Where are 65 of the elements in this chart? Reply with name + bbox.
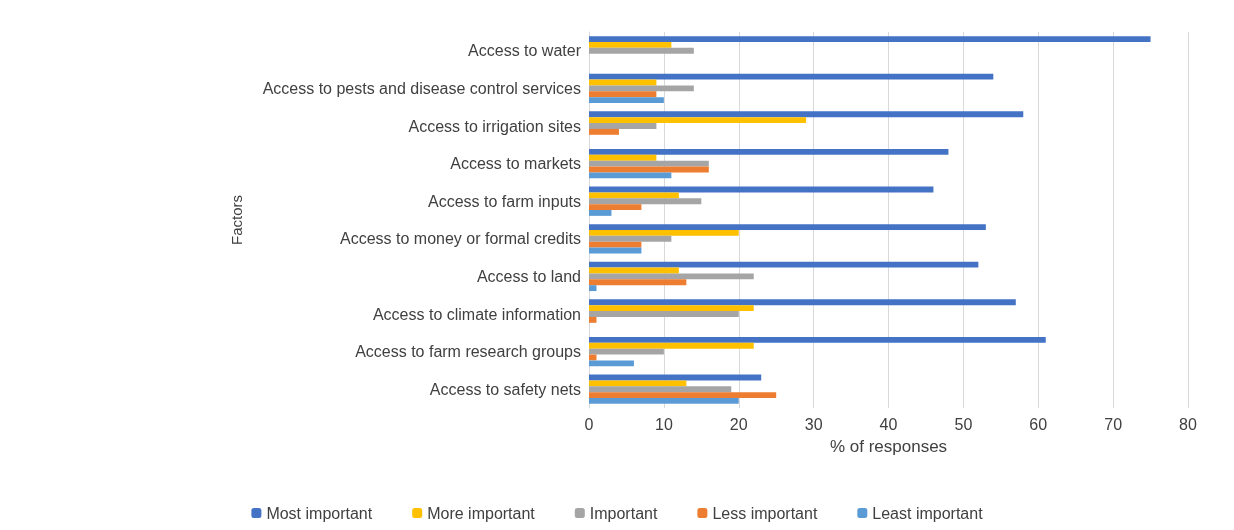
y-tick-label: Access to farm research groups [355,343,581,361]
x-tick-label: 60 [1029,415,1048,433]
x-tick-label: 40 [879,415,898,433]
bar [589,204,642,210]
x-tick-label: 20 [729,415,748,433]
y-tick-label: Access to safety nets [429,380,581,398]
x-tick-label: 80 [1179,415,1197,433]
y-tick-label: Access to pests and disease control services [262,79,581,97]
bar [589,348,664,355]
bar [589,299,1016,306]
bar [589,380,687,387]
x-tick-label: 0 [584,415,594,433]
bar [589,47,694,54]
bar [589,154,657,161]
x-tick-label: 10 [654,415,673,433]
bar [589,123,657,129]
y-tick-label: Access to farm inputs [428,192,581,210]
bar [589,342,754,349]
bar [589,279,687,286]
legend-label: Less important [712,504,818,522]
bar [589,111,1024,118]
legend-label: More important [427,504,536,522]
bar [589,36,1151,42]
x-tick-label: 30 [804,415,823,433]
y-tick-label: Access to markets [450,155,581,173]
bar [589,148,949,155]
y-tick-label: Access to money or formal credits [340,230,581,248]
bar [589,230,739,236]
bar [589,73,994,80]
y-tick-label: Access to water [468,42,582,60]
legend-label: Most important [266,504,373,522]
bar [589,198,702,205]
bar [589,91,657,98]
bar [589,273,754,280]
x-tick-label: 70 [1104,415,1123,433]
bar [589,224,986,230]
bar [589,117,807,124]
bar [589,192,679,199]
bar [589,392,777,398]
legend-label: Important [589,504,658,522]
bar [589,285,597,292]
legend-label: Least important [872,504,984,522]
bar [589,42,672,48]
y-tick-label: Access to irrigation sites [408,117,581,135]
bar [589,398,739,404]
bar [589,128,619,135]
bar [589,235,672,242]
bar [589,311,739,317]
bar [589,97,664,104]
bar [589,261,979,268]
bar [589,85,694,92]
y-tick-label: Access to land [476,267,581,285]
x-axis-title: % of responses [829,437,948,456]
x-tick-label: 50 [954,415,973,433]
bar [589,336,1046,343]
bar [589,160,709,167]
bar [589,316,597,323]
bar [589,241,642,248]
bar [589,360,634,367]
bar [589,210,612,216]
bar [589,172,672,179]
y-tick-label: Access to climate information [372,305,581,323]
bar [589,305,754,312]
y-axis-title: Factors [228,194,245,246]
bar [589,386,732,393]
